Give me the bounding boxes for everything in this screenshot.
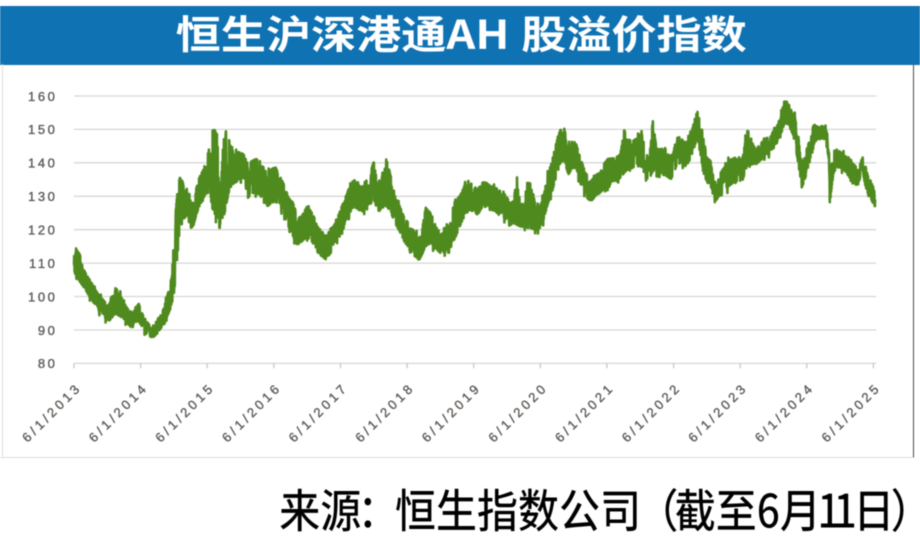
svg-text:120: 120 [28, 223, 58, 238]
svg-text:6/1/2016: 6/1/2016 [219, 380, 285, 446]
svg-text:80: 80 [38, 356, 58, 371]
svg-text:150: 150 [28, 122, 58, 137]
svg-text:6/1/2014: 6/1/2014 [86, 380, 152, 446]
svg-text:100: 100 [28, 289, 58, 304]
svg-text:6/1/2024: 6/1/2024 [752, 380, 818, 446]
svg-text:6/1/2015: 6/1/2015 [152, 380, 218, 446]
svg-text:140: 140 [28, 156, 58, 171]
svg-text:6/1/2023: 6/1/2023 [685, 380, 751, 446]
svg-text:110: 110 [29, 256, 58, 271]
svg-text:6/1/2020: 6/1/2020 [485, 380, 551, 446]
svg-text:160: 160 [28, 89, 58, 104]
svg-text:90: 90 [38, 323, 58, 338]
svg-text:6/1/2025: 6/1/2025 [818, 380, 884, 446]
svg-text:6/1/2022: 6/1/2022 [619, 380, 685, 446]
svg-text:6/1/2013: 6/1/2013 [19, 380, 85, 446]
svg-text:6/1/2021: 6/1/2021 [552, 380, 618, 446]
svg-text:130: 130 [28, 189, 58, 204]
svg-text:6/1/2017: 6/1/2017 [285, 380, 351, 446]
svg-text:6/1/2019: 6/1/2019 [419, 380, 485, 446]
svg-text:6/1/2018: 6/1/2018 [352, 380, 418, 446]
